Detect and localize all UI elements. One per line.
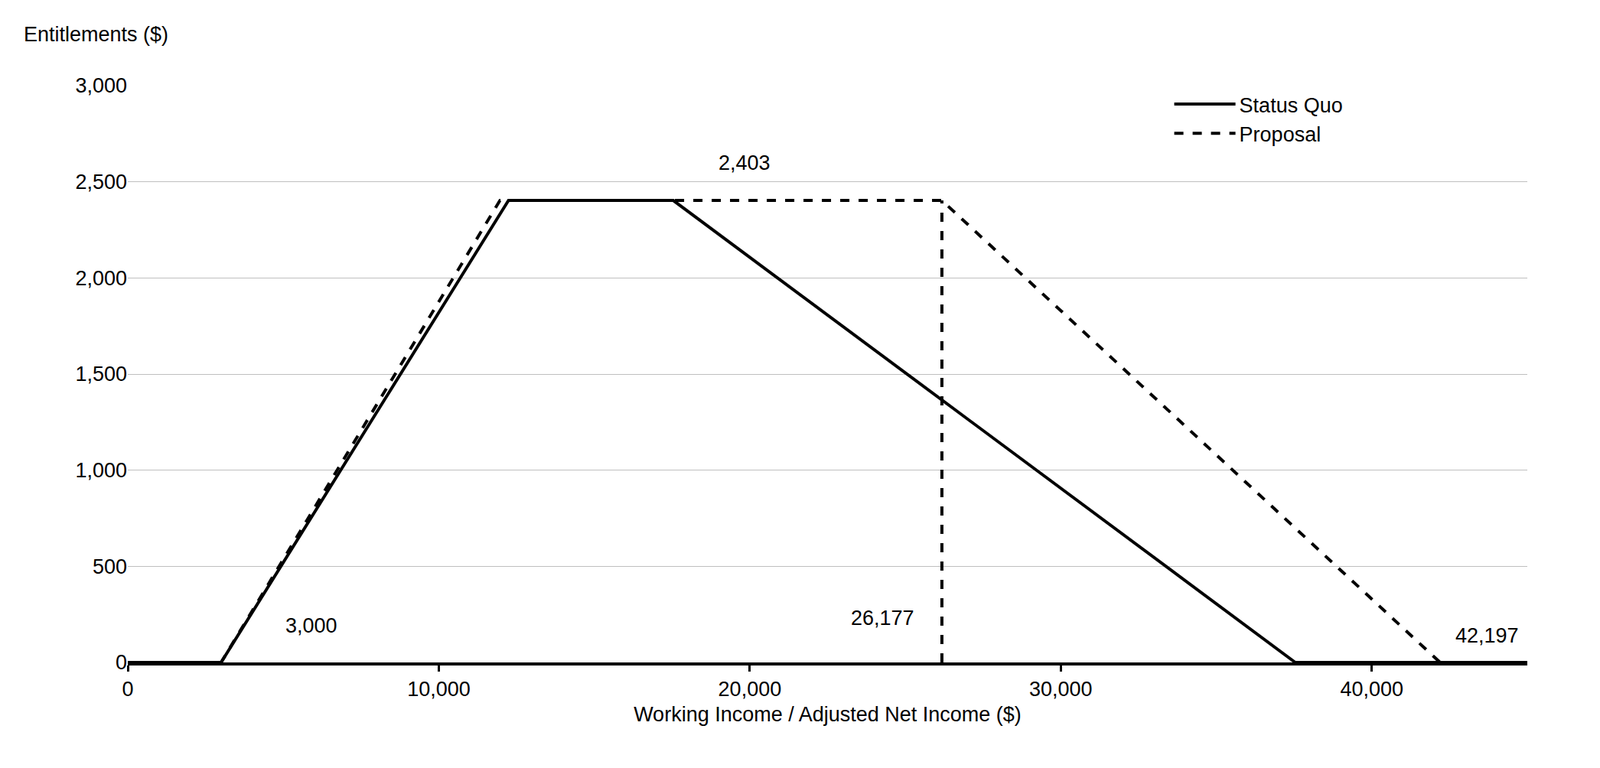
svg-text:20,000: 20,000 (718, 677, 783, 701)
svg-text:Proposal: Proposal (1239, 123, 1322, 147)
svg-text:Status Quo: Status Quo (1239, 94, 1343, 118)
svg-text:1,500: 1,500 (74, 362, 128, 386)
svg-text:2,403: 2,403 (718, 151, 771, 175)
svg-text:2,000: 2,000 (74, 267, 128, 291)
svg-text:10,000: 10,000 (407, 677, 471, 701)
svg-text:40,000: 40,000 (1339, 677, 1404, 701)
svg-text:500: 500 (92, 555, 128, 579)
svg-text:42,197: 42,197 (1455, 624, 1519, 648)
svg-text:26,177: 26,177 (850, 606, 915, 630)
svg-text:3,000: 3,000 (74, 74, 128, 98)
svg-text:3,000: 3,000 (285, 614, 338, 638)
svg-text:Working Income / Adjusted Net: Working Income / Adjusted Net Income ($) (633, 703, 1022, 727)
svg-text:0: 0 (115, 651, 128, 675)
svg-text:2,500: 2,500 (74, 170, 128, 194)
svg-text:30,000: 30,000 (1029, 677, 1093, 701)
svg-text:0: 0 (121, 677, 134, 701)
svg-text:Entitlements ($): Entitlements ($) (23, 22, 169, 46)
svg-text:1,000: 1,000 (74, 459, 128, 483)
